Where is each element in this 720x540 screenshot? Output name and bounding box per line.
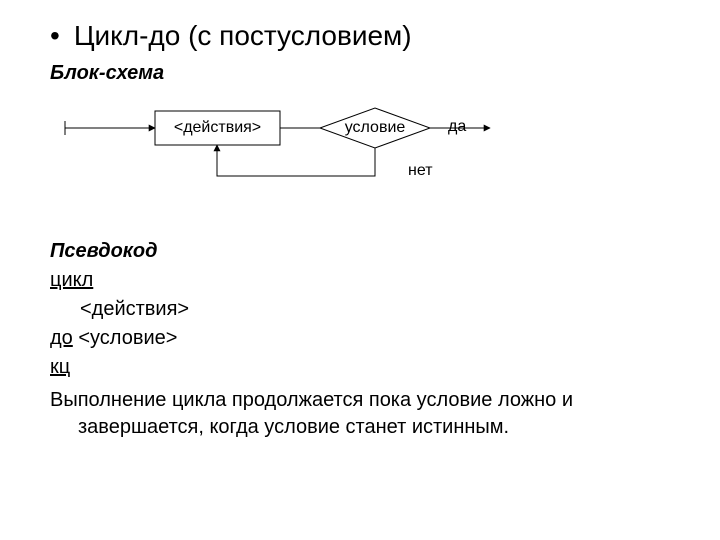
kw-until: до [50,327,73,349]
explain-l1: Выполнение цикла продолжается пока услов… [50,389,573,411]
flowchart-diagram: <действия> условие да нет [50,103,690,218]
kw-loop: цикл [50,269,93,291]
pseudo-end: кц [50,356,690,379]
subhead-pseudocode: Псевдокод [50,240,690,263]
svg-text:да: да [448,118,466,135]
explanation: Выполнение цикла продолжается пока услов… [50,387,690,441]
svg-text:условие: условие [345,119,406,136]
pseudo-actions: <действия> [50,298,690,321]
title-line: • Цикл-до (с постусловием) [50,20,690,52]
kw-end: кц [50,356,70,378]
svg-text:<действия>: <действия> [174,119,261,136]
pseudo-loop: цикл [50,269,690,292]
until-cond: <условие> [73,327,178,349]
bullet: • [50,22,60,50]
subhead-blockscheme: Блок-схема [50,62,690,85]
svg-text:нет: нет [408,162,433,179]
slide-title: Цикл-до (с постусловием) [74,20,412,52]
pseudo-until: до <условие> [50,327,690,350]
explain-l2: завершается, когда условие станет истинн… [50,416,509,438]
